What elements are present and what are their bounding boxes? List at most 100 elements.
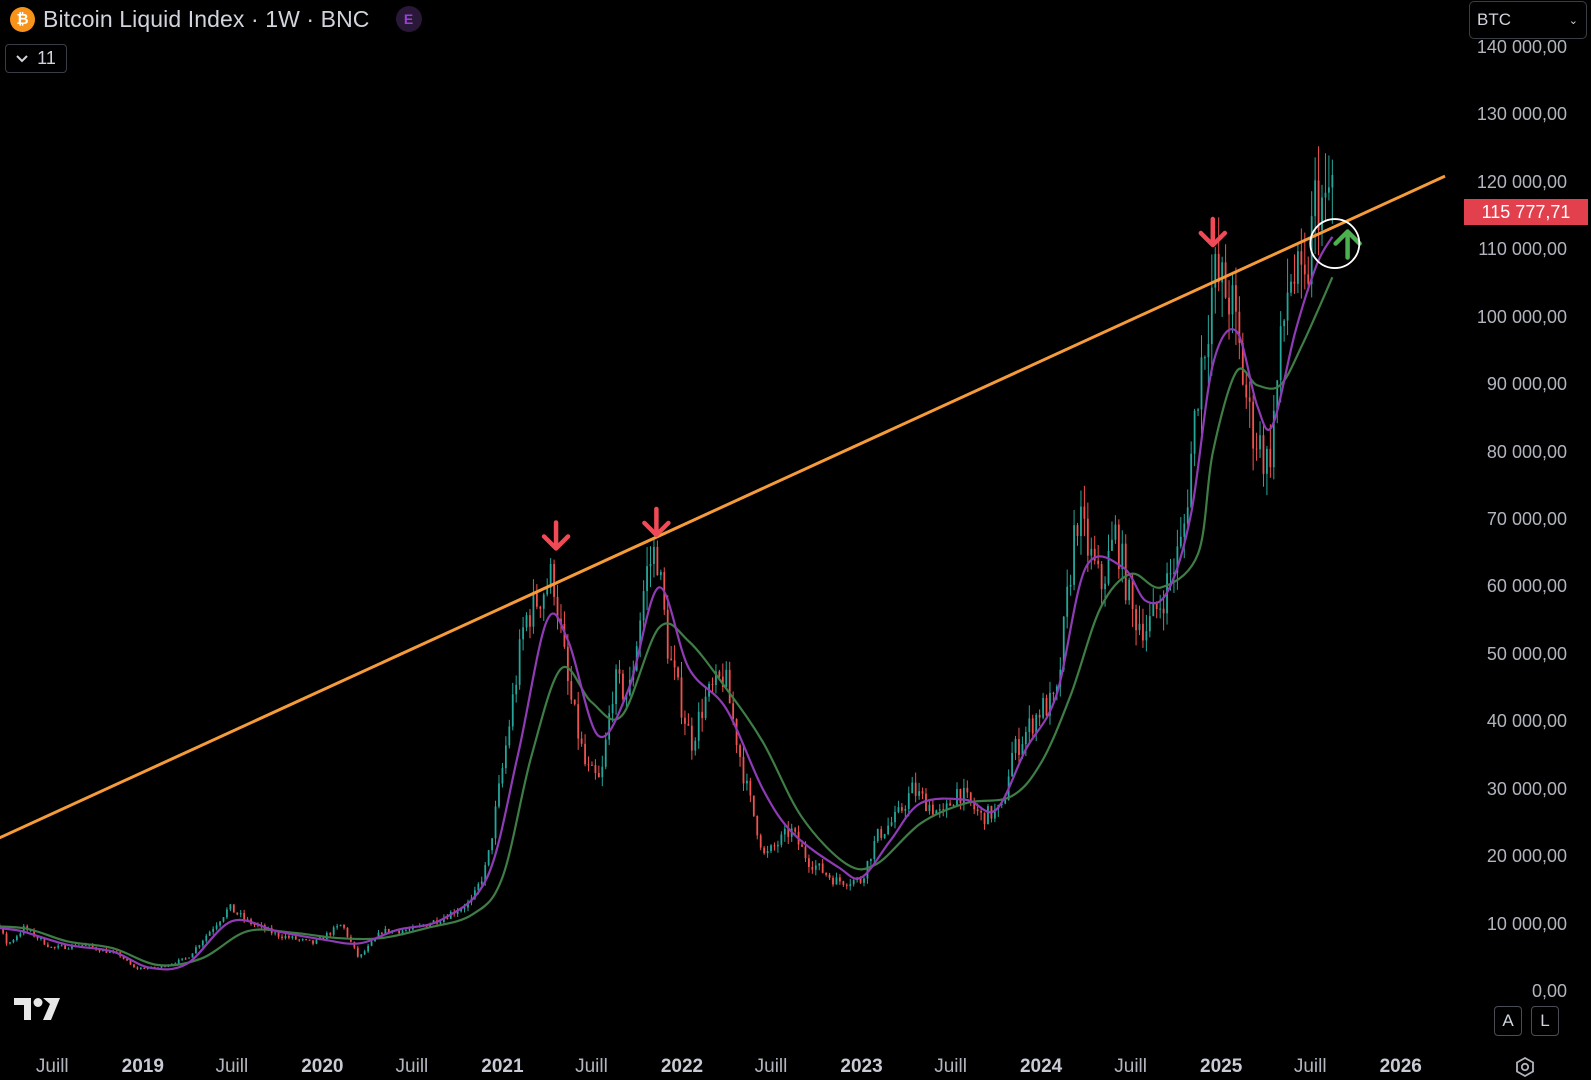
candle bbox=[542, 592, 545, 621]
candle-body bbox=[405, 930, 407, 932]
indicators-toggle-button[interactable]: 11 bbox=[5, 44, 67, 73]
candle-body bbox=[129, 960, 132, 965]
candle-body bbox=[615, 669, 617, 705]
exchange-badge[interactable]: E bbox=[395, 6, 422, 32]
candle bbox=[711, 677, 714, 693]
candle-body bbox=[542, 594, 545, 609]
candle bbox=[332, 925, 335, 937]
candle-body bbox=[60, 945, 63, 947]
candle-body bbox=[1138, 623, 1141, 631]
candle-body bbox=[356, 947, 359, 957]
candle-body bbox=[980, 811, 982, 813]
log-scale-button[interactable]: L bbox=[1531, 1006, 1559, 1036]
candle-body bbox=[1183, 523, 1186, 537]
candle bbox=[491, 838, 493, 855]
candle bbox=[504, 736, 507, 774]
time-axis-month-label: Juill bbox=[1114, 1056, 1148, 1077]
candle bbox=[2, 928, 4, 935]
candle bbox=[1104, 576, 1106, 607]
candle-body bbox=[825, 872, 828, 875]
candle bbox=[1204, 355, 1206, 370]
price-axis-label: 0,00 bbox=[1531, 981, 1567, 1001]
candle-body bbox=[1114, 524, 1117, 540]
candle-body bbox=[1011, 752, 1013, 777]
candle bbox=[907, 786, 910, 817]
candle-body bbox=[956, 789, 958, 806]
currency-select[interactable]: BTC ⌄ bbox=[1469, 1, 1587, 39]
candle-body bbox=[1214, 253, 1217, 288]
candle-body bbox=[484, 864, 487, 882]
candle-body bbox=[715, 671, 717, 685]
candle-body bbox=[1217, 253, 1220, 283]
candle-body bbox=[639, 620, 642, 647]
candle bbox=[622, 669, 624, 706]
time-axis-year-label: 2024 bbox=[1019, 1056, 1063, 1077]
candle-body bbox=[966, 787, 969, 793]
candle bbox=[1090, 537, 1093, 570]
candle bbox=[990, 805, 993, 823]
candle-body bbox=[684, 717, 686, 724]
candle bbox=[1014, 735, 1017, 761]
candle bbox=[573, 699, 576, 706]
candle-body bbox=[84, 944, 87, 946]
candle bbox=[1080, 490, 1082, 555]
candle-body bbox=[1197, 409, 1199, 411]
candle-body bbox=[580, 738, 583, 744]
tradingview-logo[interactable] bbox=[14, 996, 62, 1022]
candle-body bbox=[787, 828, 790, 837]
auto-scale-button[interactable]: A bbox=[1494, 1006, 1522, 1036]
candle-body bbox=[522, 627, 524, 640]
candle bbox=[773, 842, 776, 851]
candle-body bbox=[1042, 698, 1044, 718]
candle bbox=[1266, 445, 1268, 496]
candle-body bbox=[477, 883, 480, 891]
candle bbox=[1076, 522, 1079, 546]
candle-body bbox=[532, 592, 535, 627]
candle-body bbox=[1303, 264, 1306, 275]
candle-body bbox=[98, 949, 101, 952]
candle bbox=[735, 718, 738, 753]
candle-body bbox=[305, 939, 308, 941]
candle bbox=[518, 629, 521, 690]
candle-body bbox=[832, 877, 834, 885]
candle bbox=[1193, 408, 1196, 467]
candle bbox=[594, 759, 597, 780]
candle bbox=[46, 942, 49, 948]
candle-body bbox=[594, 765, 597, 774]
candle-body bbox=[1300, 251, 1303, 265]
candle-body bbox=[911, 782, 914, 794]
candle-body bbox=[811, 866, 814, 870]
candle bbox=[1148, 603, 1151, 638]
time-axis-year-label: 2022 bbox=[660, 1056, 704, 1077]
candle-body bbox=[794, 828, 797, 832]
candle bbox=[53, 946, 56, 950]
candle-body bbox=[618, 669, 621, 674]
candle-body bbox=[1173, 572, 1175, 574]
candle bbox=[205, 933, 208, 943]
candle-body bbox=[33, 929, 35, 937]
candle bbox=[236, 912, 239, 916]
candle bbox=[608, 705, 611, 746]
candle-body bbox=[821, 863, 824, 873]
candle bbox=[601, 755, 604, 787]
candle bbox=[852, 879, 855, 887]
candle-body bbox=[1238, 311, 1241, 344]
candle bbox=[229, 904, 232, 912]
candle bbox=[780, 831, 783, 848]
candle bbox=[1066, 569, 1069, 629]
settings-icon[interactable] bbox=[1514, 1056, 1536, 1078]
candle bbox=[312, 940, 314, 946]
candle bbox=[226, 907, 228, 920]
candle bbox=[367, 943, 370, 953]
candle bbox=[535, 584, 538, 610]
candle bbox=[188, 957, 190, 959]
candle bbox=[1031, 714, 1034, 741]
candle-body bbox=[653, 546, 655, 564]
candle-body bbox=[529, 615, 531, 627]
candle bbox=[749, 777, 752, 803]
candle-body bbox=[57, 945, 60, 948]
candle-body bbox=[969, 792, 972, 803]
candle-body bbox=[108, 951, 111, 953]
symbol-title[interactable]: Bitcoin Liquid Index · 1W · BNC bbox=[43, 5, 370, 32]
